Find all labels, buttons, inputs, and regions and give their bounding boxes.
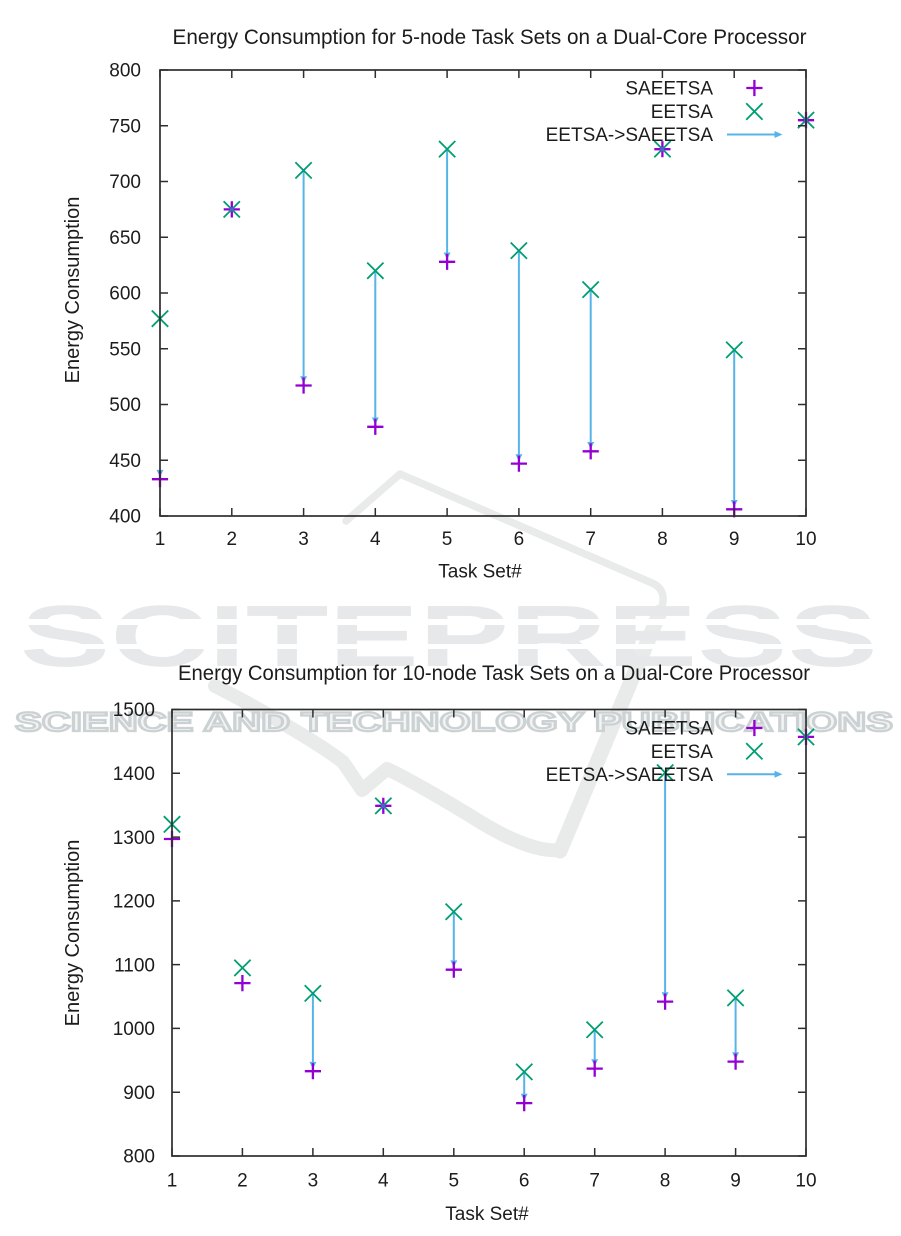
svg-text:4: 4 — [370, 529, 381, 550]
svg-text:EETSA: EETSA — [651, 742, 714, 763]
svg-text:1500: 1500 — [113, 700, 155, 721]
svg-text:1: 1 — [155, 529, 166, 550]
svg-text:Energy Consumption for 10-node: Energy Consumption for 10-node Task Sets… — [178, 662, 810, 685]
svg-text:10: 10 — [795, 529, 816, 550]
svg-text:9: 9 — [730, 1171, 741, 1192]
svg-text:550: 550 — [109, 339, 141, 360]
svg-text:500: 500 — [109, 395, 141, 416]
svg-text:Task Set#: Task Set# — [445, 1204, 529, 1225]
svg-text:5: 5 — [449, 1171, 460, 1192]
svg-text:700: 700 — [109, 172, 141, 193]
svg-text:800: 800 — [123, 1147, 155, 1168]
svg-text:7: 7 — [589, 1171, 600, 1192]
svg-text:2: 2 — [227, 529, 238, 550]
svg-text:EETSA->SAEETSA: EETSA->SAEETSA — [546, 125, 714, 146]
svg-text:Energy Consumption: Energy Consumption — [62, 197, 84, 384]
svg-text:2: 2 — [237, 1171, 248, 1192]
svg-text:Energy Consumption for 5-node: Energy Consumption for 5-node Task Sets … — [173, 26, 807, 49]
svg-text:1: 1 — [167, 1171, 178, 1192]
svg-text:SAEETSA: SAEETSA — [625, 79, 713, 100]
svg-text:6: 6 — [514, 529, 525, 550]
svg-text:1400: 1400 — [113, 764, 155, 785]
svg-text:EETSA->SAEETSA: EETSA->SAEETSA — [546, 765, 714, 786]
svg-text:9: 9 — [729, 529, 740, 550]
svg-text:650: 650 — [109, 228, 141, 249]
svg-text:7: 7 — [585, 529, 596, 550]
svg-text:6: 6 — [519, 1171, 530, 1192]
svg-text:400: 400 — [109, 507, 141, 528]
svg-text:1100: 1100 — [114, 955, 155, 976]
svg-text:5: 5 — [442, 529, 453, 550]
svg-text:600: 600 — [109, 284, 141, 305]
svg-text:SCITEPRESS: SCITEPRESS — [20, 588, 878, 685]
svg-text:10: 10 — [795, 1171, 816, 1192]
svg-text:8: 8 — [660, 1171, 671, 1192]
svg-text:SAEETSA: SAEETSA — [625, 719, 713, 740]
svg-text:750: 750 — [109, 116, 141, 137]
svg-text:1200: 1200 — [113, 892, 155, 913]
svg-text:900: 900 — [123, 1083, 155, 1104]
svg-text:4: 4 — [378, 1171, 389, 1192]
svg-text:Task Set#: Task Set# — [438, 562, 522, 583]
svg-text:1000: 1000 — [113, 1019, 155, 1040]
svg-text:1300: 1300 — [113, 828, 155, 849]
svg-text:EETSA: EETSA — [651, 102, 714, 123]
svg-text:Energy Consumption: Energy Consumption — [62, 840, 84, 1027]
svg-text:3: 3 — [308, 1171, 319, 1192]
svg-text:450: 450 — [109, 451, 141, 472]
svg-text:3: 3 — [298, 529, 309, 550]
svg-text:800: 800 — [109, 61, 141, 82]
svg-text:8: 8 — [657, 529, 668, 550]
